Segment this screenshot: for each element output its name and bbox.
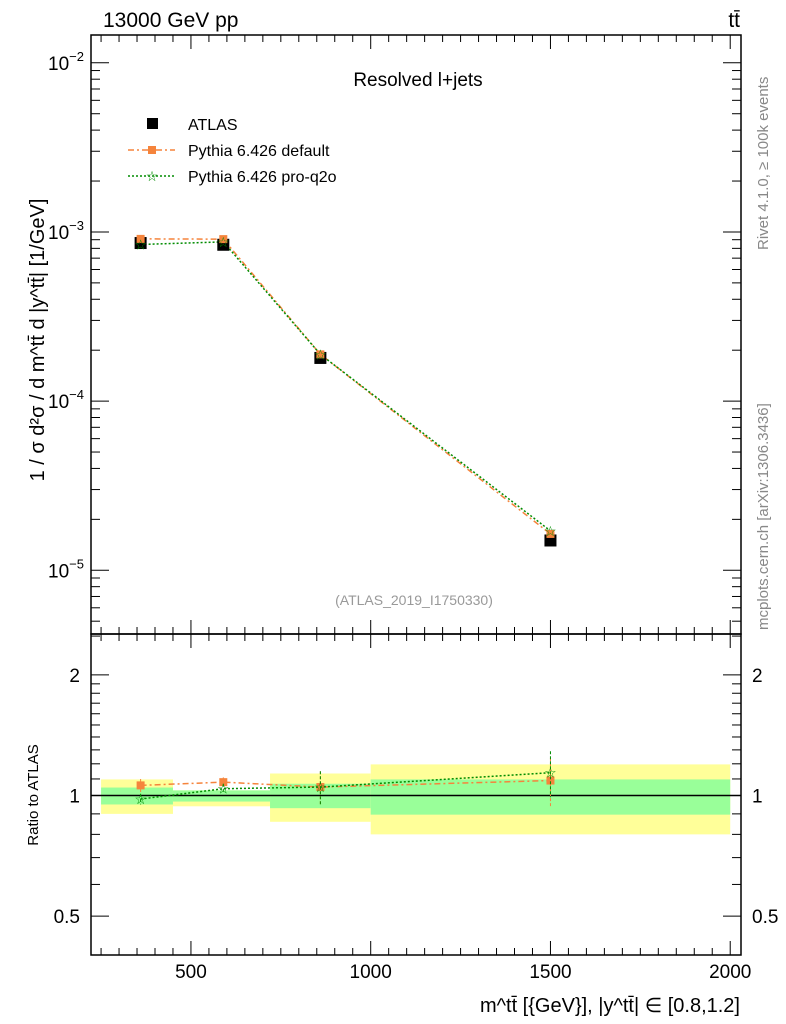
legend-atlas-label: ATLAS — [188, 117, 238, 134]
energy-label: 13000 GeV pp — [103, 9, 238, 32]
ratio-default-point — [136, 781, 145, 790]
proq2o-data-point: ☆ — [134, 237, 147, 253]
y-tick-label: 10−4 — [48, 387, 84, 413]
proq2o-data-point: ☆ — [544, 523, 557, 539]
ratio-proq2o-point: ☆ — [134, 791, 147, 807]
legend-proq2o-marker: ☆ — [146, 168, 159, 184]
ratio-proq2o-point: ☆ — [544, 765, 557, 781]
legend-proq2o-label: Pythia 6.426 pro-q2o — [188, 169, 337, 186]
legend-default-marker — [148, 146, 156, 154]
ratio-y-tick-label: 2 — [69, 666, 80, 687]
default-data-point — [136, 234, 145, 243]
ratio-proq2o-point: ☆ — [314, 779, 327, 795]
analysis-watermark: (ATLAS_2019_I1750330) — [335, 592, 493, 608]
ratio-proq2o-point: ☆ — [217, 781, 230, 797]
x-tick-label: 500 — [175, 962, 207, 983]
y-tick-label: 10−2 — [48, 49, 84, 75]
x-axis-label: m^tt̄ [{GeV}], |y^tt̄| ∈ [0.8,1.2] — [480, 995, 740, 1017]
series-line-2 — [140, 241, 551, 532]
x-tick-label: 1000 — [350, 962, 392, 983]
ratio-frame — [90, 633, 742, 956]
default-data-point — [219, 235, 228, 244]
y-tick-label: 10−5 — [48, 556, 84, 582]
ratio-y-tick-label-right: 2 — [752, 666, 763, 687]
plot-title: Resolved l+jets — [353, 70, 482, 91]
ratio-line-0 — [140, 779, 551, 788]
ratio-y-tick-label-right: 0.5 — [752, 907, 778, 928]
main-ylabel: 1 / σ d²σ / d m^tt̄ d |y^tt̄| [1/GeV] — [27, 199, 49, 482]
proq2o-data-point: ☆ — [314, 346, 327, 362]
legend-atlas-marker — [147, 118, 158, 129]
ratio-y-tick-label-right: 1 — [752, 787, 763, 808]
x-tick-label: 1500 — [529, 962, 571, 983]
series-line-1 — [140, 238, 551, 535]
ratio-line-1 — [140, 771, 551, 800]
ratio-y-tick-label: 0.5 — [54, 907, 80, 928]
y-tick-label: 10−3 — [48, 218, 84, 244]
x-tick-label: 2000 — [709, 962, 751, 983]
process-label: tt̄ — [728, 9, 740, 32]
ratio-default-point — [219, 778, 228, 787]
legend: ATLAS Pythia 6.426 default ☆ Pythia 6.42… — [128, 117, 337, 186]
legend-default-label: Pythia 6.426 default — [188, 143, 330, 160]
ratio-y-tick-label: 1 — [69, 787, 80, 808]
default-data-point — [546, 529, 555, 538]
ratio-default-point — [546, 776, 555, 785]
default-data-point — [316, 350, 325, 359]
rivet-label: Rivet 4.1.0, ≥ 100k events — [755, 77, 772, 250]
mcplots-label: mcplots.cern.ch [arXiv:1306.3436] — [755, 403, 772, 630]
proq2o-data-point: ☆ — [217, 234, 230, 250]
ratio-ylabel: Ratio to ATLAS — [25, 744, 42, 845]
